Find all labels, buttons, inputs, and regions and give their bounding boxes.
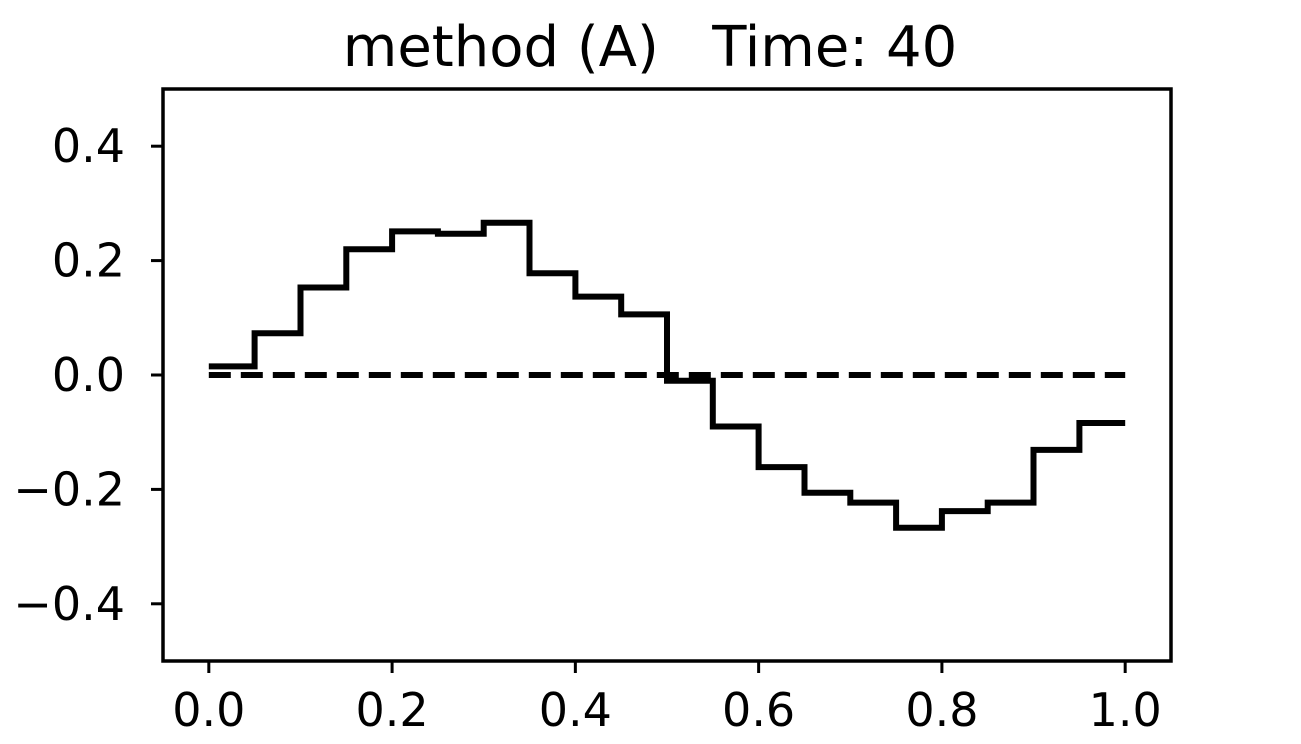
y-tick-label: 0.0 [52, 348, 125, 402]
x-tick-label: 0.2 [356, 683, 429, 737]
x-tick-label: 0.8 [905, 683, 978, 737]
x-tick-label: 0.6 [722, 683, 795, 737]
x-tick-label: 0.0 [172, 683, 245, 737]
y-tick-label: −0.4 [13, 577, 125, 631]
y-tick-label: 0.2 [52, 234, 125, 288]
y-tick-label: 0.4 [52, 119, 125, 173]
x-tick-label: 0.4 [539, 683, 612, 737]
solution-step-line [208, 219, 1126, 531]
plot-area: 0.0 0.2 0.4 0.6 0.8 1.0 0.4 0.2 0.0 −0.2 −0.4 [13, 87, 1173, 737]
chart-title: method (A) Time: 40 [343, 15, 957, 80]
x-tick-label: 1.0 [1089, 683, 1162, 737]
y-tick-label: −0.2 [13, 462, 125, 516]
